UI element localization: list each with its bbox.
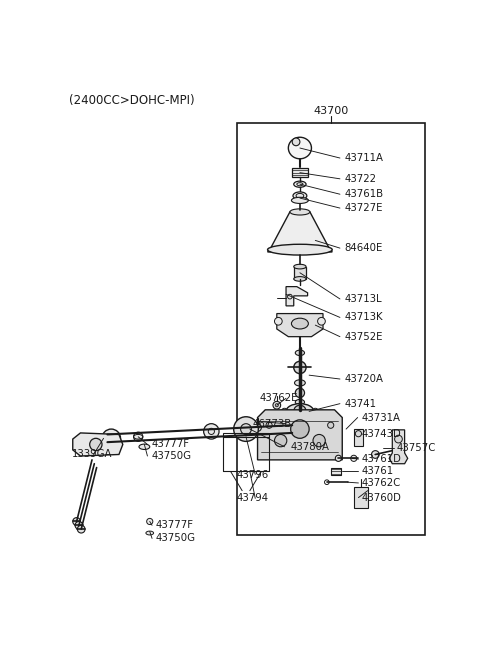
Text: 43761B: 43761B — [345, 189, 384, 199]
Text: 43722: 43722 — [345, 174, 376, 184]
Text: 43757C: 43757C — [397, 443, 436, 453]
Polygon shape — [258, 410, 342, 460]
Circle shape — [313, 434, 325, 447]
Circle shape — [351, 455, 357, 461]
Circle shape — [102, 429, 120, 447]
Text: 46773B: 46773B — [252, 419, 291, 428]
Polygon shape — [73, 433, 123, 456]
Circle shape — [312, 408, 318, 415]
Text: 43796: 43796 — [237, 470, 269, 480]
Circle shape — [275, 434, 287, 447]
Ellipse shape — [295, 350, 304, 356]
Circle shape — [240, 424, 252, 434]
Text: 43761D: 43761D — [361, 454, 401, 464]
Circle shape — [204, 424, 219, 439]
Ellipse shape — [294, 277, 306, 281]
Text: 43727E: 43727E — [345, 203, 383, 213]
Circle shape — [108, 434, 115, 442]
Text: 43780A: 43780A — [291, 441, 330, 452]
Text: 43777F: 43777F — [152, 440, 190, 449]
Polygon shape — [277, 314, 323, 337]
Ellipse shape — [294, 181, 306, 188]
Polygon shape — [267, 212, 332, 252]
Circle shape — [77, 525, 85, 533]
Text: 43752E: 43752E — [345, 332, 383, 342]
Text: 43700: 43700 — [313, 106, 348, 115]
Ellipse shape — [139, 444, 150, 449]
Text: 43713L: 43713L — [345, 294, 382, 304]
Ellipse shape — [288, 137, 312, 159]
Polygon shape — [389, 430, 408, 464]
Ellipse shape — [291, 197, 308, 203]
Text: 43720A: 43720A — [345, 374, 384, 384]
Bar — [294, 266, 306, 279]
Text: (2400CC>DOHC-MPI): (2400CC>DOHC-MPI) — [69, 94, 194, 107]
Text: 43762E: 43762E — [260, 393, 299, 403]
Text: 43760D: 43760D — [361, 493, 401, 502]
Circle shape — [318, 318, 325, 325]
Text: 43777F: 43777F — [155, 520, 193, 530]
Circle shape — [328, 422, 334, 428]
Circle shape — [295, 388, 304, 398]
Bar — [223, 433, 269, 437]
Text: 43743D: 43743D — [361, 430, 401, 440]
Circle shape — [292, 138, 300, 146]
Bar — [292, 168, 308, 177]
Polygon shape — [286, 287, 308, 306]
Ellipse shape — [146, 531, 154, 535]
Circle shape — [291, 420, 309, 438]
Ellipse shape — [290, 209, 310, 215]
Circle shape — [294, 361, 306, 374]
Text: 43762C: 43762C — [361, 478, 401, 488]
Circle shape — [355, 430, 361, 437]
Circle shape — [75, 522, 83, 529]
Ellipse shape — [295, 380, 305, 386]
Circle shape — [275, 318, 282, 325]
Text: 43761: 43761 — [361, 466, 394, 476]
Ellipse shape — [294, 264, 306, 269]
Text: 1339GA: 1339GA — [72, 449, 112, 459]
Circle shape — [273, 401, 281, 409]
Text: 43711A: 43711A — [345, 153, 384, 163]
Circle shape — [147, 518, 153, 525]
Ellipse shape — [293, 192, 307, 199]
Circle shape — [281, 408, 288, 415]
Circle shape — [336, 455, 341, 461]
Ellipse shape — [295, 400, 304, 405]
Text: 43731A: 43731A — [361, 413, 400, 422]
Circle shape — [372, 451, 379, 459]
Text: 84640E: 84640E — [345, 243, 383, 253]
Bar — [354, 487, 368, 508]
Text: 43750G: 43750G — [155, 533, 195, 543]
Circle shape — [395, 435, 402, 443]
Text: 43741: 43741 — [345, 399, 376, 409]
Text: 43750G: 43750G — [152, 451, 192, 461]
Circle shape — [90, 438, 102, 451]
Bar — [331, 468, 341, 475]
Circle shape — [73, 518, 81, 525]
Bar — [354, 429, 363, 446]
Circle shape — [234, 417, 258, 441]
Text: 43794: 43794 — [237, 493, 269, 503]
Circle shape — [133, 432, 143, 441]
Text: 43713K: 43713K — [345, 312, 383, 322]
Ellipse shape — [267, 244, 332, 255]
Circle shape — [254, 424, 262, 432]
Bar — [237, 123, 425, 535]
Ellipse shape — [286, 403, 314, 419]
Ellipse shape — [291, 318, 308, 329]
Circle shape — [294, 405, 306, 417]
Circle shape — [266, 422, 272, 428]
